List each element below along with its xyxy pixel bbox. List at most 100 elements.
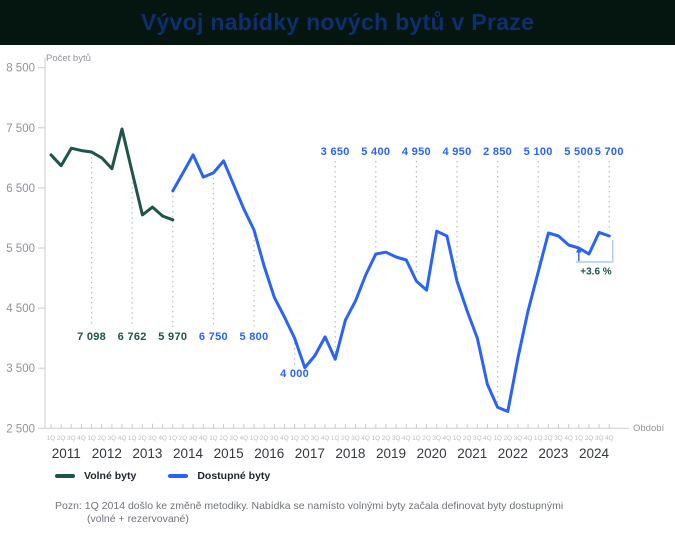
- quarter-label: 4Q: [402, 435, 411, 442]
- quarter-label: 1Q: [290, 435, 299, 442]
- quarter-label: 2Q: [544, 435, 553, 442]
- footnote: Pozn: 1Q 2014 došlo ke změně metodiky. N…: [55, 500, 563, 526]
- quarter-label: 2Q: [57, 435, 66, 442]
- quarter-label: 4Q: [158, 435, 167, 442]
- year-label: 2011: [52, 446, 81, 461]
- point-label-5800: 5 800: [239, 331, 268, 343]
- point-label-4000: 4 000: [280, 368, 309, 380]
- quarter-label: 4Q: [118, 435, 127, 442]
- point-label-5400: 5 400: [361, 146, 390, 158]
- quarter-label: 4Q: [564, 435, 573, 442]
- quarter-label: 2Q: [179, 435, 188, 442]
- quarter-label: 2Q: [219, 435, 228, 442]
- quarter-label: 4Q: [77, 435, 86, 442]
- footnote-line-2: (volné + rezervované): [87, 513, 189, 525]
- year-label: 2022: [498, 446, 528, 461]
- quarter-label: 3Q: [392, 435, 401, 442]
- quarter-label: 1Q: [453, 435, 462, 442]
- point-label-6750: 6 750: [199, 331, 228, 343]
- legend-label-volne-byty: Volné byty: [84, 470, 137, 482]
- year-label: 2017: [295, 446, 325, 461]
- quarter-label: 1Q: [250, 435, 259, 442]
- quarter-label: 4Q: [483, 435, 492, 442]
- quarter-label: 2Q: [138, 435, 147, 442]
- year-label: 2021: [457, 446, 487, 461]
- quarter-label: 3Q: [514, 435, 523, 442]
- quarter-label: 4Q: [524, 435, 533, 442]
- quarter-label: 4Q: [321, 435, 330, 442]
- point-label-5970: 5 970: [158, 331, 187, 343]
- quarter-label: 1Q: [493, 435, 502, 442]
- y-tick-label: 2 500: [6, 423, 35, 435]
- growth-arrow-head-icon: [576, 246, 582, 253]
- point-label-3650: 3 650: [321, 146, 350, 158]
- point-label-7098: 7 098: [77, 331, 106, 343]
- point-label-5100: 5 100: [524, 146, 553, 158]
- quarter-label: 1Q: [412, 435, 421, 442]
- quarter-label: 1Q: [209, 435, 218, 442]
- year-label: 2024: [579, 446, 610, 461]
- quarter-label: 3Q: [473, 435, 482, 442]
- quarter-label: 1Q: [331, 435, 340, 442]
- y-axis-title: Počet bytů: [46, 53, 91, 64]
- quarter-label: 3Q: [108, 435, 117, 442]
- quarter-label: 2Q: [422, 435, 431, 442]
- year-label: 2023: [538, 446, 568, 461]
- volne-byty-line: [49, 127, 175, 222]
- year-label: 2016: [254, 446, 284, 461]
- quarter-label: 3Q: [189, 435, 198, 442]
- quarter-label: 4Q: [280, 435, 289, 442]
- quarter-label: 3Q: [229, 435, 238, 442]
- quarter-label: 1Q: [87, 435, 96, 442]
- year-label: 2015: [214, 446, 244, 461]
- quarter-label: 2Q: [463, 435, 472, 442]
- y-tick-label: 8 500: [6, 63, 35, 75]
- quarter-label: 1Q: [128, 435, 137, 442]
- chart-title: Vývoj nabídky nových bytů v Praze: [140, 9, 535, 35]
- year-label: 2012: [92, 446, 122, 461]
- x-axis-title: Období: [633, 423, 665, 434]
- y-tick-label: 6 500: [6, 183, 35, 195]
- quarter-label: 1Q: [534, 435, 543, 442]
- point-label-6762: 6 762: [118, 331, 147, 343]
- quarter-label: 1Q: [575, 435, 584, 442]
- legend-item-volne-byty: Volné byty: [55, 470, 136, 482]
- year-label: 2020: [417, 446, 447, 461]
- quarter-label: 4Q: [605, 435, 614, 442]
- y-tick-label: 3 500: [6, 363, 35, 375]
- quarter-label: 3Q: [351, 435, 360, 442]
- year-label: 2019: [376, 446, 406, 461]
- quarter-label: 3Q: [595, 435, 604, 442]
- quarter-label: 1Q: [169, 435, 178, 442]
- growth-annotation-label: +3.6 %: [580, 267, 612, 278]
- legend-label-dostupne-byty: Dostupné byty: [197, 470, 271, 482]
- point-label-4950: 4 950: [402, 146, 431, 158]
- growth-bracket: [575, 239, 614, 263]
- point-label-2850: 2 850: [483, 146, 512, 158]
- quarter-label: 2Q: [300, 435, 309, 442]
- volne-byty-line-swatch: [55, 474, 75, 478]
- y-tick-label: 4 500: [6, 303, 35, 315]
- year-label: 2013: [132, 446, 162, 461]
- quarter-label: 2Q: [382, 435, 391, 442]
- quarter-label: 3Q: [311, 435, 320, 442]
- quarter-label: 2Q: [503, 435, 512, 442]
- y-tick-label: 7 500: [6, 123, 35, 135]
- legend-item-dostupne-byty: Dostupné byty: [168, 470, 270, 482]
- title-bar: Vývoj nabídky nových bytů v Praze: [0, 0, 675, 45]
- point-label-4950: 4 950: [442, 146, 471, 158]
- quarter-label: 3Q: [270, 435, 279, 442]
- quarter-label: 4Q: [199, 435, 208, 442]
- footnote-line-1: Pozn: 1Q 2014 došlo ke změně metodiky. N…: [55, 500, 564, 512]
- legend: Volné byty Dostupné byty: [55, 470, 270, 482]
- quarter-label: 3Q: [67, 435, 76, 442]
- quarter-label: 4Q: [361, 435, 370, 442]
- quarter-label: 3Q: [432, 435, 441, 442]
- quarter-label: 4Q: [240, 435, 249, 442]
- quarter-label: 2Q: [97, 435, 106, 442]
- quarter-label: 3Q: [554, 435, 563, 442]
- quarter-label: 2Q: [260, 435, 269, 442]
- point-label-5500: 5 500: [564, 146, 593, 158]
